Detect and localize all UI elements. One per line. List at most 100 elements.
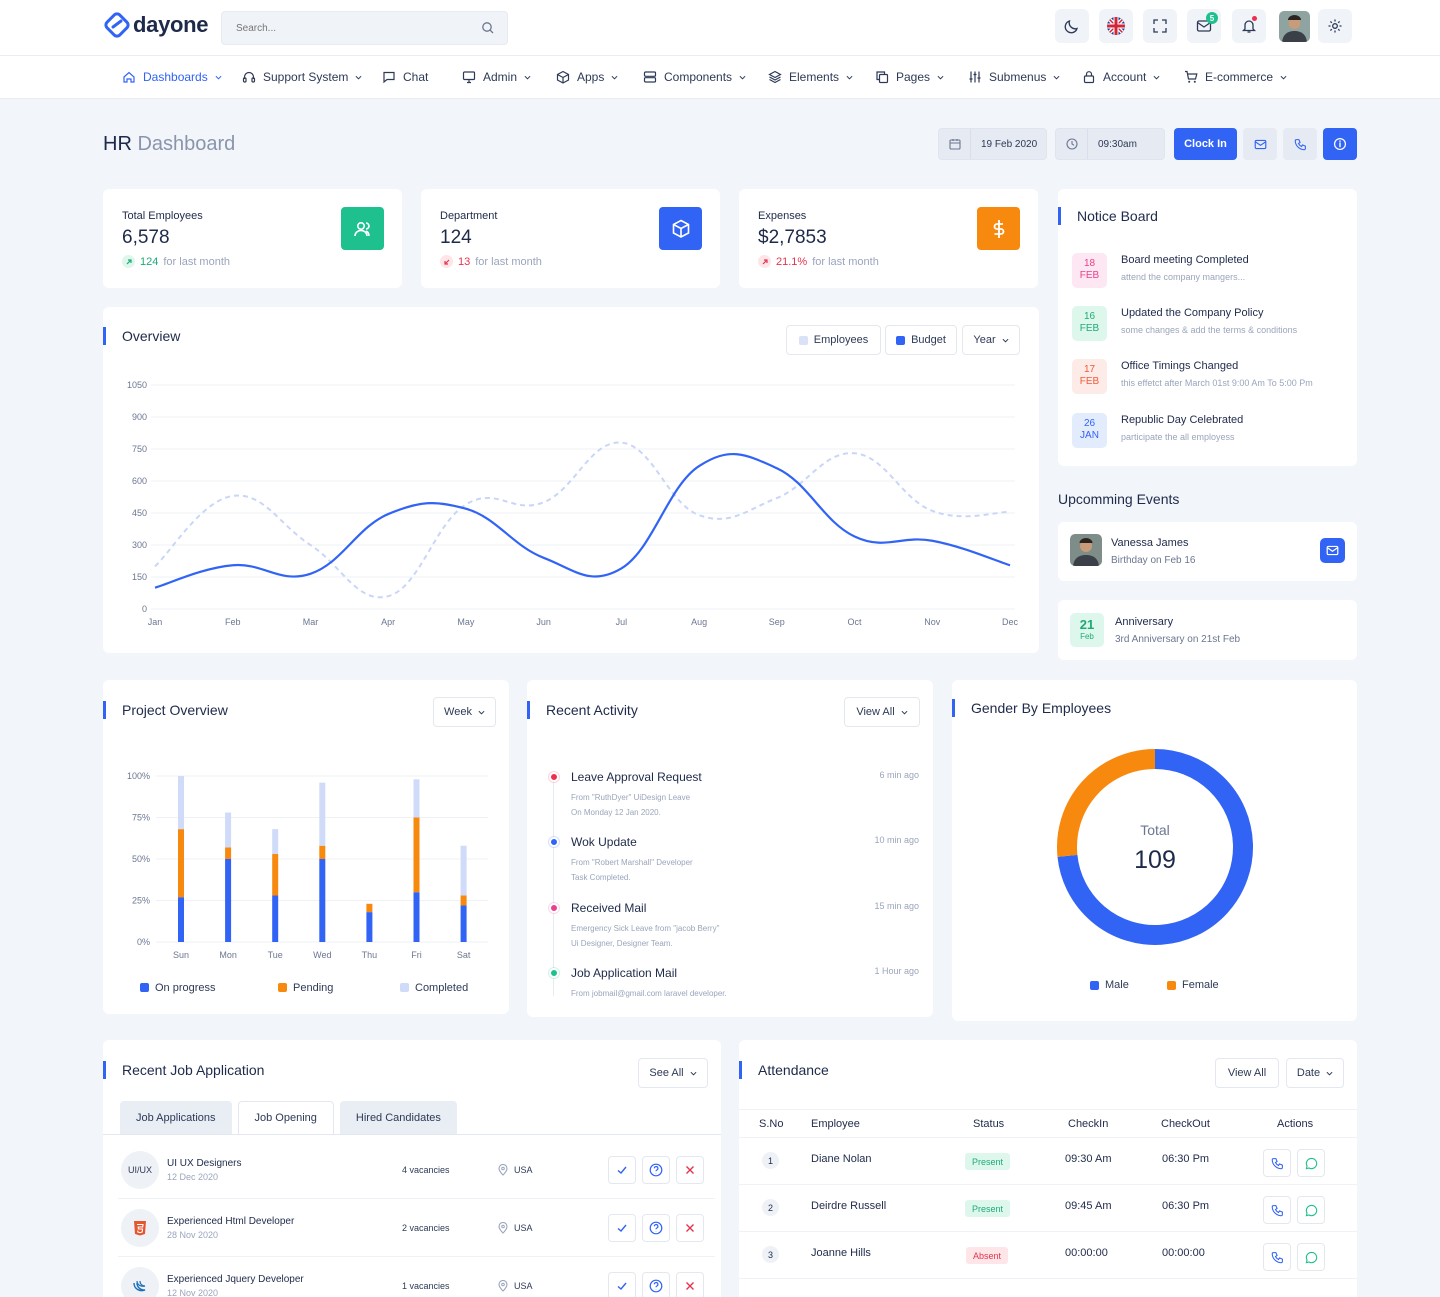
message-button[interactable] <box>1297 1149 1325 1177</box>
period-label: Year <box>973 334 996 346</box>
tab-job-applications[interactable]: Job Applications <box>120 1101 232 1134</box>
tab-job-opening[interactable]: Job Opening <box>237 1101 334 1134</box>
logo[interactable]: dayone <box>104 12 209 38</box>
date-display[interactable]: 19 Feb 2020 <box>938 128 1047 160</box>
row-number: 2 <box>762 1199 779 1216</box>
attendance-view-all-button[interactable]: View All <box>1215 1058 1279 1088</box>
legend-budget[interactable]: Budget <box>885 325 957 355</box>
event-mail-button[interactable] <box>1320 538 1345 563</box>
stat-value: 124 <box>440 227 472 248</box>
period-select[interactable]: Year <box>962 325 1020 355</box>
stat-change-suffix: for last month <box>812 255 879 268</box>
reject-button[interactable] <box>676 1156 704 1184</box>
nav-item-account[interactable]: Account <box>1082 70 1160 84</box>
nav-item-elements[interactable]: Elements <box>768 70 853 84</box>
box-icon <box>556 70 570 84</box>
notice-item[interactable]: 17 FEB Office Timings Changed this effetct … <box>1072 359 1313 394</box>
nav-item-e-commerce[interactable]: E-commerce <box>1184 70 1287 84</box>
message-button[interactable] <box>1297 1243 1325 1271</box>
cart-icon <box>1185 70 1198 83</box>
bar-completed <box>178 776 184 830</box>
help-button[interactable] <box>642 1272 670 1297</box>
job-application-title: Recent Job Application <box>103 1061 264 1079</box>
activity-view-all-button[interactable]: View All <box>844 697 920 727</box>
info-button[interactable] <box>1323 128 1357 160</box>
chevron-down-icon <box>901 710 908 715</box>
email-button[interactable] <box>1243 128 1277 160</box>
help-button[interactable] <box>642 1156 670 1184</box>
bar-completed <box>272 829 279 855</box>
clock-in-button[interactable]: Clock In <box>1174 128 1237 160</box>
notice-board-card: Notice Board 18 FEB Board meeting Complete… <box>1058 189 1357 466</box>
date-text: 19 Feb 2020 <box>981 138 1038 150</box>
message-button[interactable] <box>1297 1196 1325 1224</box>
stat-value: $2,7853 <box>758 227 827 248</box>
attendance-date-select[interactable]: Date <box>1286 1058 1344 1088</box>
reject-button[interactable] <box>676 1214 704 1242</box>
search-icon[interactable] <box>481 21 495 35</box>
header-employee: Employee <box>811 1118 860 1130</box>
nav-item-components[interactable]: Components <box>643 70 746 84</box>
notice-item[interactable]: 16 FEB Updated the Company Policy some chan… <box>1072 306 1297 341</box>
user-avatar[interactable] <box>1279 11 1310 42</box>
cube-icon <box>659 207 702 250</box>
tabs-divider <box>103 1134 721 1135</box>
phone-icon <box>1271 1157 1283 1169</box>
jobs-see-all-button[interactable]: See All <box>638 1058 708 1088</box>
nav-label: E-commerce <box>1205 70 1274 84</box>
bar-x-tick: Sun <box>173 950 189 960</box>
notice-desc: some changes & add the terms & condition… <box>1121 325 1298 335</box>
nav-label: Apps <box>577 70 605 84</box>
stat-label: Expenses <box>758 210 807 222</box>
notice-item[interactable]: 18 FEB Board meeting Completed attend the c… <box>1072 253 1249 288</box>
tab-hired-candidates[interactable]: Hired Candidates <box>339 1101 457 1134</box>
nav-item-pages[interactable]: Pages <box>875 70 944 84</box>
bar-x-tick: Sat <box>457 950 471 960</box>
stat-change-value: 13 <box>458 255 471 268</box>
page-title-main: HR <box>103 133 132 155</box>
language-button[interactable] <box>1099 9 1133 43</box>
dark-mode-button[interactable] <box>1055 9 1089 43</box>
nav-item-chat[interactable]: Chat <box>382 70 428 84</box>
notice-month: FEB <box>1079 376 1100 387</box>
search-input[interactable] <box>222 12 462 44</box>
overview-series-budget <box>154 453 1011 589</box>
bar-pending <box>178 829 184 898</box>
legend-employees[interactable]: Employees <box>786 325 881 355</box>
activity-item[interactable]: Job Application Mail From jobmail@gmail.c… <box>549 966 919 1016</box>
nav-item-dashboards[interactable]: Dashboards <box>122 70 222 84</box>
activity-dot <box>549 903 559 913</box>
fullscreen-button[interactable] <box>1143 9 1177 43</box>
nav-item-apps[interactable]: Apps <box>556 70 618 84</box>
week-select[interactable]: Week <box>433 697 496 727</box>
approve-button[interactable] <box>608 1214 636 1242</box>
page-title: HR Dashboard <box>103 133 235 156</box>
activity-item[interactable]: Received Mail Emergency Sick Leave from "… <box>549 901 919 951</box>
notice-item[interactable]: 26 JAN Republic Day Celebrated participate … <box>1072 413 1243 448</box>
activity-item[interactable]: Leave Approval Request From "RuthDyer" Ui… <box>549 770 919 820</box>
activity-item[interactable]: Wok Update From "Robert Marshall" Develop… <box>549 835 919 885</box>
help-button[interactable] <box>642 1214 670 1242</box>
job-application-card: Recent Job Application See All Job Appli… <box>103 1040 721 1297</box>
activity-desc: Emergency Sick Leave from "jacob Berry" U… <box>571 921 719 951</box>
activity-line2: On Monday 12 Jan 2020. <box>571 808 661 817</box>
header-checkin: CheckIn <box>1068 1118 1109 1130</box>
reject-button[interactable] <box>676 1272 704 1297</box>
call-button[interactable] <box>1263 1243 1291 1271</box>
date-select-label: Date <box>1296 1067 1321 1079</box>
stat-change-suffix: for last month <box>163 255 230 268</box>
time-display[interactable]: 09:30am <box>1055 128 1165 160</box>
clock-icon <box>1065 138 1078 150</box>
approve-button[interactable] <box>608 1156 636 1184</box>
notifications-button[interactable] <box>1232 9 1266 43</box>
messages-button[interactable]: 5 <box>1187 9 1221 43</box>
call-button[interactable] <box>1263 1149 1291 1177</box>
uiux-badge-text: UI/UX <box>127 1165 152 1175</box>
call-button[interactable] <box>1263 1196 1291 1224</box>
nav-item-admin[interactable]: Admin <box>462 70 531 84</box>
nav-item-submenus[interactable]: Submenus <box>968 70 1060 84</box>
settings-button[interactable] <box>1318 9 1352 43</box>
approve-button[interactable] <box>608 1272 636 1297</box>
nav-item-support-system[interactable]: Support System <box>242 70 362 84</box>
call-button[interactable] <box>1283 128 1317 160</box>
